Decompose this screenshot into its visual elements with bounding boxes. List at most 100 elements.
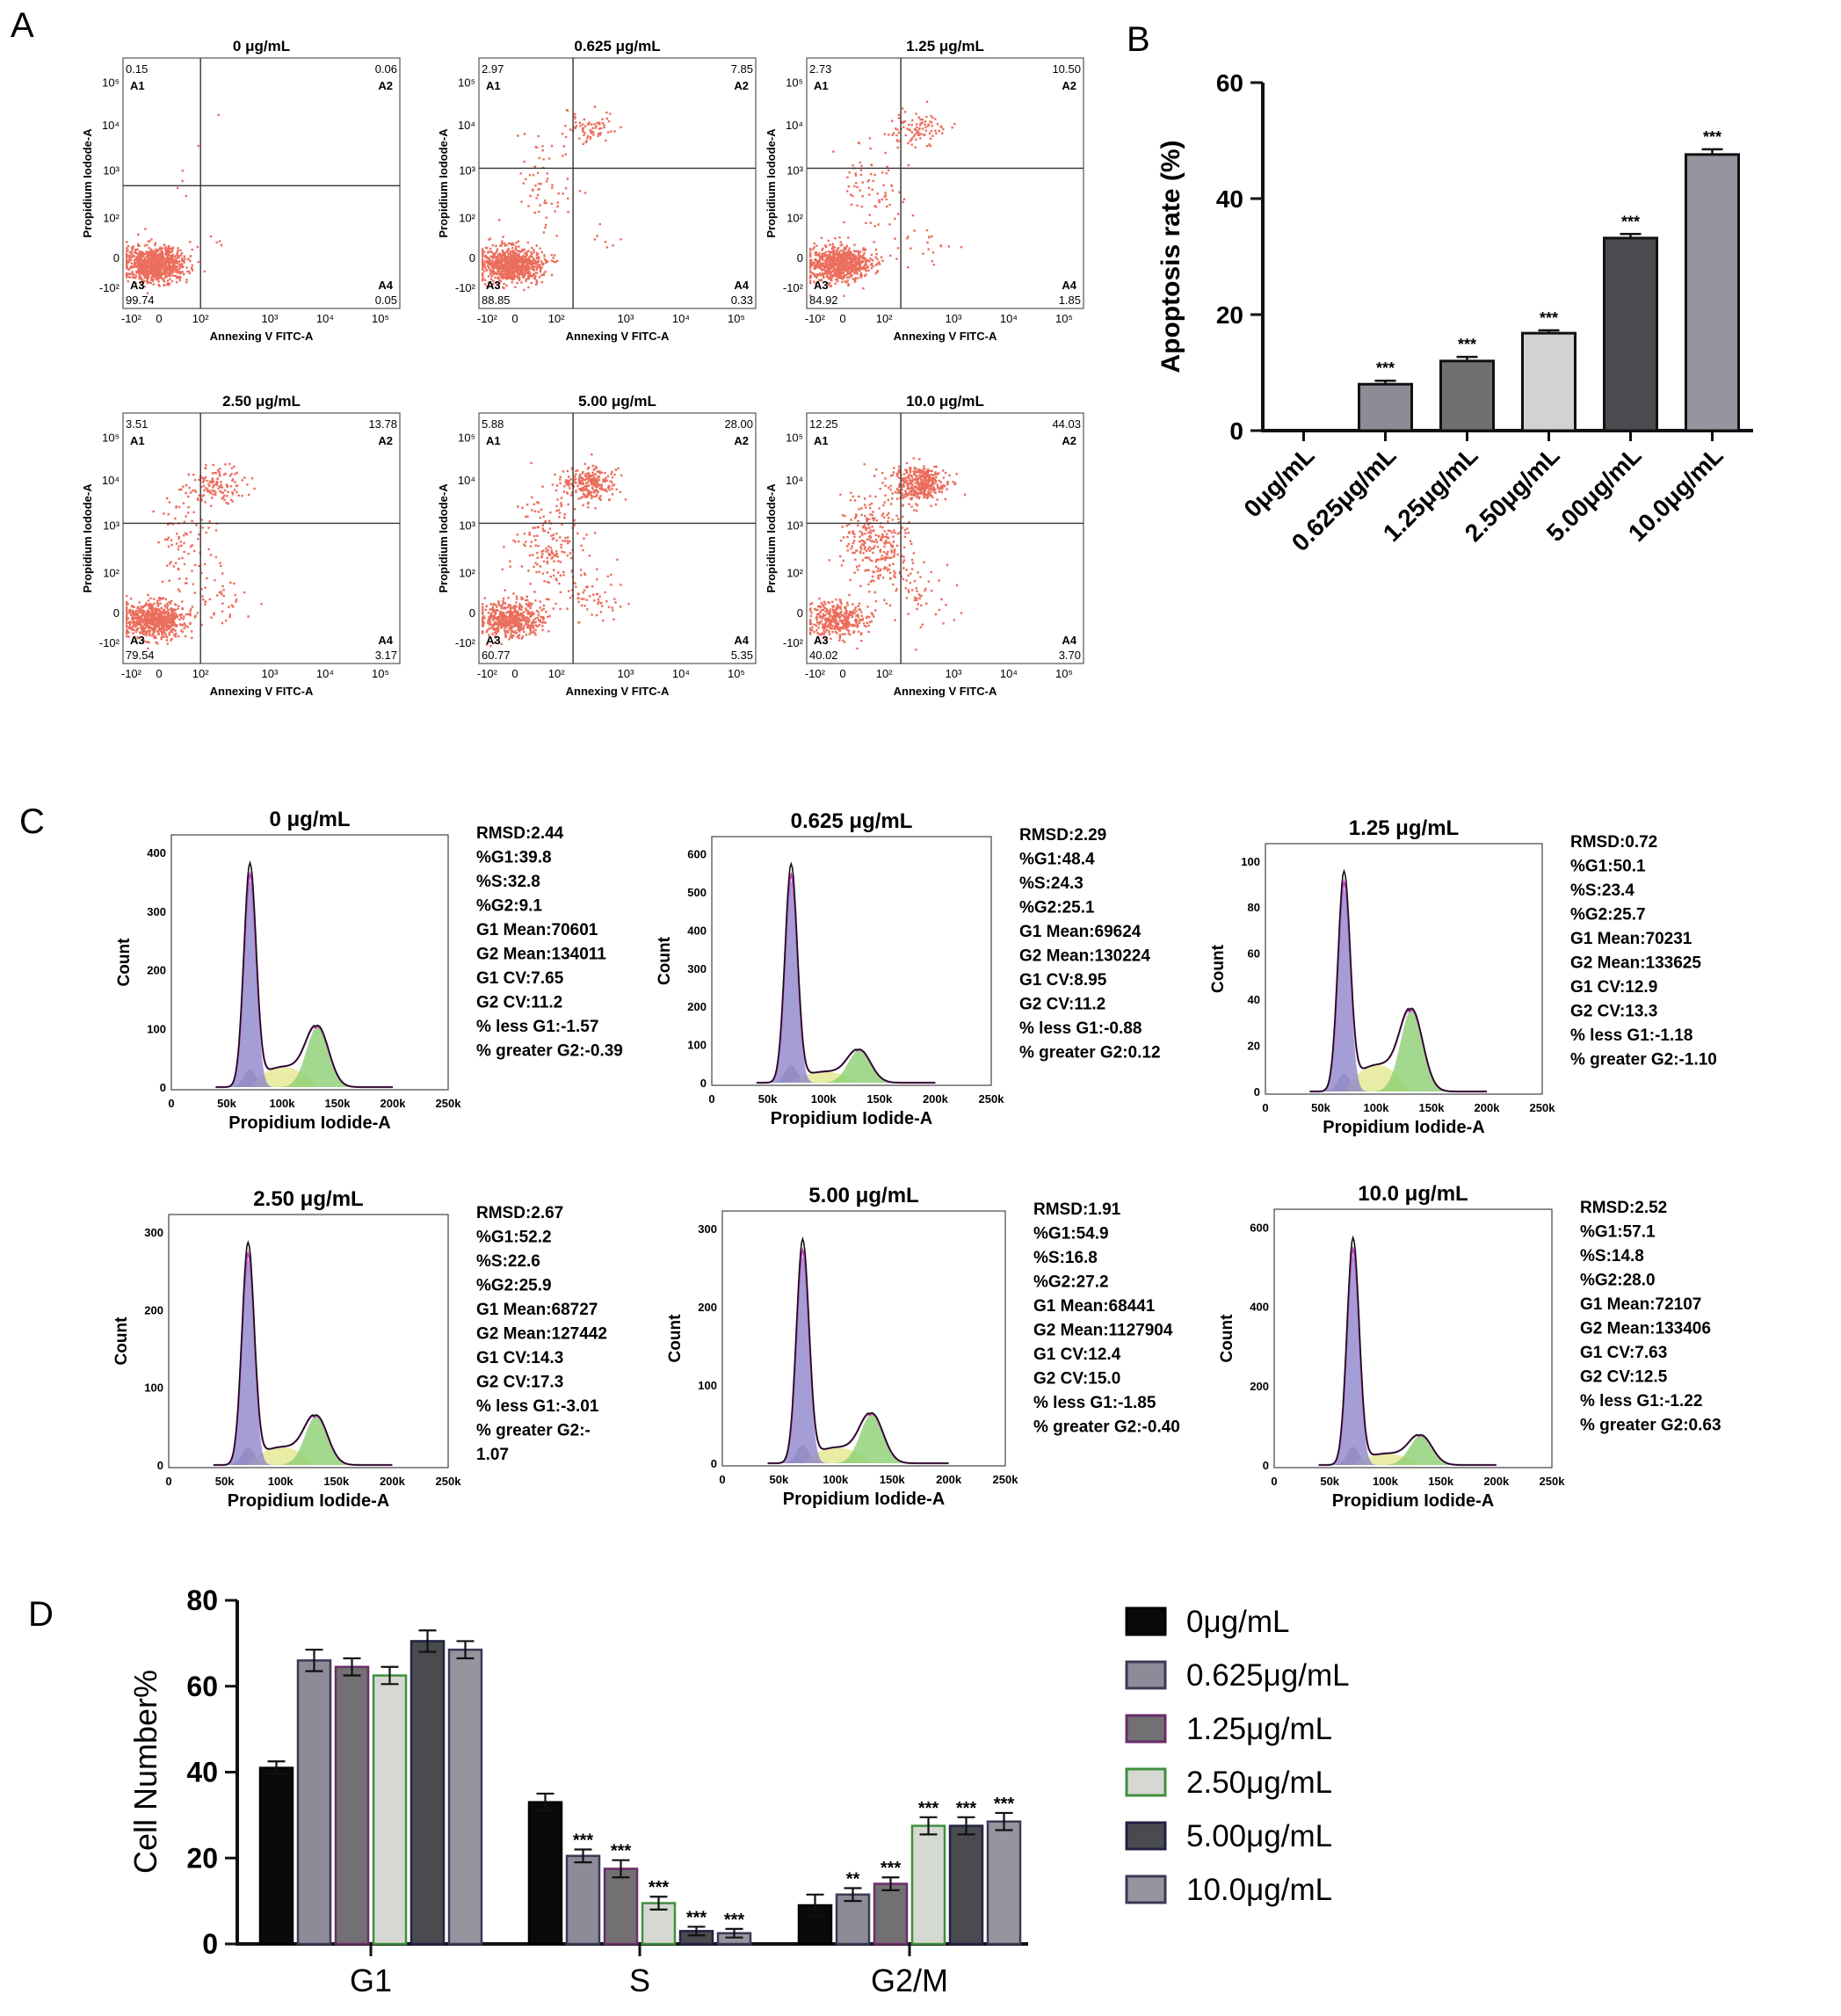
d-bar-2-4 bbox=[948, 1824, 984, 1946]
panel-label-a: A bbox=[11, 6, 34, 45]
x-tick-label: 50k bbox=[217, 1097, 236, 1110]
histogram-stat-line: %G1:57.1 bbox=[1580, 1223, 1656, 1242]
quadrant-a4-label: A4 bbox=[378, 634, 393, 647]
histogram-stat-line: RMSD:1.91 bbox=[1033, 1200, 1121, 1219]
data-line bbox=[213, 1239, 393, 1466]
quadrant-a4-value: 5.35 bbox=[731, 649, 753, 662]
b-significance: *** bbox=[1458, 336, 1476, 353]
x-tick-label: 10² bbox=[548, 667, 565, 680]
histogram-stat-line: %G1:39.8 bbox=[476, 849, 552, 867]
histogram-stat-line: RMSD:2.44 bbox=[476, 824, 564, 843]
y-tick-label: 400 bbox=[147, 846, 166, 859]
data-line bbox=[1309, 868, 1487, 1092]
histogram-stat-line: RMSD:2.67 bbox=[476, 1204, 563, 1222]
y-tick-label: 0 bbox=[469, 606, 475, 620]
scatter-y-axis-label: Propidium Iodode-A bbox=[81, 483, 94, 593]
x-tick-label: 250k bbox=[1530, 1101, 1556, 1114]
y-tick-label: -10² bbox=[455, 281, 476, 294]
y-tick-label: 100 bbox=[687, 1039, 707, 1052]
x-tick-label: 10³ bbox=[618, 312, 634, 325]
x-tick-label: 0 bbox=[1271, 1475, 1277, 1488]
d-error-bar bbox=[649, 1896, 668, 1911]
y-tick-label: 0 bbox=[797, 251, 803, 265]
g1-phase-area bbox=[1318, 1256, 1486, 1465]
legend-label-0: 0μg/mL bbox=[1186, 1605, 1289, 1639]
scatter-title: 5.00 μg/mL bbox=[578, 393, 656, 410]
histogram-stat-line: % less G1:-1.57 bbox=[476, 1018, 598, 1036]
y-tick-label: 0 bbox=[469, 251, 475, 265]
y-tick-label: 60 bbox=[1216, 69, 1243, 97]
histogram-x-axis-label: Propidium Iodide-A bbox=[228, 1113, 390, 1133]
quadrant-a1-label: A1 bbox=[130, 434, 145, 447]
b-significance: *** bbox=[1703, 128, 1721, 146]
x-tick-label: 150k bbox=[1419, 1101, 1446, 1114]
quadrant-a2-label: A2 bbox=[378, 79, 393, 92]
histogram-title: 0.625 μg/mL bbox=[791, 809, 913, 833]
y-tick-label: 40 bbox=[1216, 185, 1243, 213]
quadrant-a4-value: 1.85 bbox=[1059, 294, 1081, 307]
histogram-stat-line: G2 CV:12.5 bbox=[1580, 1368, 1668, 1387]
d-error-bar bbox=[456, 1640, 475, 1660]
b-error-bar bbox=[1701, 148, 1723, 155]
histogram-stat-line: G2 Mean:133406 bbox=[1580, 1320, 1711, 1338]
x-tick-label: 150k bbox=[880, 1473, 906, 1486]
quadrant-a4-label: A4 bbox=[734, 279, 749, 292]
x-tick-label: 50k bbox=[1320, 1475, 1339, 1488]
histogram-stat-line: % less G1:-1.22 bbox=[1580, 1392, 1702, 1410]
y-tick-label: 0 bbox=[113, 606, 120, 620]
y-tick-label: 10³ bbox=[786, 519, 803, 532]
y-tick-label: 200 bbox=[1250, 1380, 1269, 1393]
x-tick-label: 0 bbox=[1262, 1101, 1268, 1114]
quadrant-a1-label: A1 bbox=[130, 79, 145, 92]
quadrant-a3-value: 79.54 bbox=[126, 649, 155, 662]
scatter-title: 0.625 μg/mL bbox=[574, 38, 660, 54]
quadrant-a3-value: 88.85 bbox=[482, 294, 511, 307]
histogram-stat-line: % less G1:-1.18 bbox=[1570, 1026, 1692, 1045]
b-bar-1 bbox=[1358, 382, 1413, 432]
histogram-stat-line: %G2:28.0 bbox=[1580, 1272, 1656, 1290]
x-tick-label: 250k bbox=[993, 1473, 1019, 1486]
y-tick-label: 200 bbox=[687, 1000, 707, 1013]
y-tick-label: 0 bbox=[711, 1457, 717, 1470]
d-error-bar bbox=[725, 1927, 743, 1939]
y-tick-label: 10² bbox=[103, 211, 120, 224]
histogram-stat-line: G1 Mean:70601 bbox=[476, 921, 598, 939]
quadrant-a1-value: 12.25 bbox=[809, 417, 838, 431]
d-significance: *** bbox=[724, 1911, 745, 1930]
quadrant-a2-value: 7.85 bbox=[731, 62, 753, 76]
scatter-frame bbox=[806, 412, 1084, 664]
d-significance: *** bbox=[686, 1908, 707, 1927]
x-tick-label: 10⁵ bbox=[728, 667, 745, 680]
y-tick-label: 0 bbox=[1254, 1085, 1260, 1099]
d-error-bar bbox=[381, 1665, 399, 1686]
d-error-bar bbox=[418, 1629, 437, 1653]
data-line bbox=[1318, 1235, 1497, 1466]
quadrant-a2-value: 10.50 bbox=[1052, 62, 1081, 76]
y-tick-label: 10³ bbox=[786, 163, 803, 177]
y-tick-label: -10² bbox=[783, 636, 804, 649]
histogram-stat-line: % greater G2:0.63 bbox=[1580, 1417, 1721, 1435]
histogram-stat-line: %G2:27.2 bbox=[1033, 1273, 1109, 1292]
b-error-bar bbox=[1620, 233, 1642, 238]
quadrant-a3-label: A3 bbox=[486, 279, 501, 292]
histogram-stat-line: %G1:48.4 bbox=[1019, 851, 1095, 869]
histogram-y-axis-label: Count bbox=[1218, 1314, 1236, 1363]
y-tick-label: 300 bbox=[687, 962, 707, 975]
y-tick-label: -10² bbox=[455, 636, 476, 649]
histogram-stat-line: %G2:9.1 bbox=[476, 897, 542, 916]
d-error-bar bbox=[995, 1811, 1013, 1831]
x-tick-label: 0 bbox=[719, 1473, 725, 1486]
histogram-stat-line: %G1:52.2 bbox=[476, 1229, 552, 1247]
quadrant-a1-value: 3.51 bbox=[126, 417, 148, 431]
y-tick-label: 10⁴ bbox=[786, 474, 803, 487]
panel-label-b: B bbox=[1127, 20, 1150, 59]
legend-label-4: 5.00μg/mL bbox=[1186, 1819, 1332, 1853]
histogram-stat-line: %S:14.8 bbox=[1580, 1247, 1644, 1265]
histogram-title: 5.00 μg/mL bbox=[808, 1184, 918, 1207]
b-bar-2 bbox=[1439, 359, 1495, 432]
d-error-bar bbox=[343, 1657, 361, 1677]
x-tick-label: 0 bbox=[511, 667, 518, 680]
y-tick-label: -10² bbox=[99, 281, 120, 294]
histogram-stat-line: G2 CV:11.2 bbox=[476, 994, 562, 1012]
